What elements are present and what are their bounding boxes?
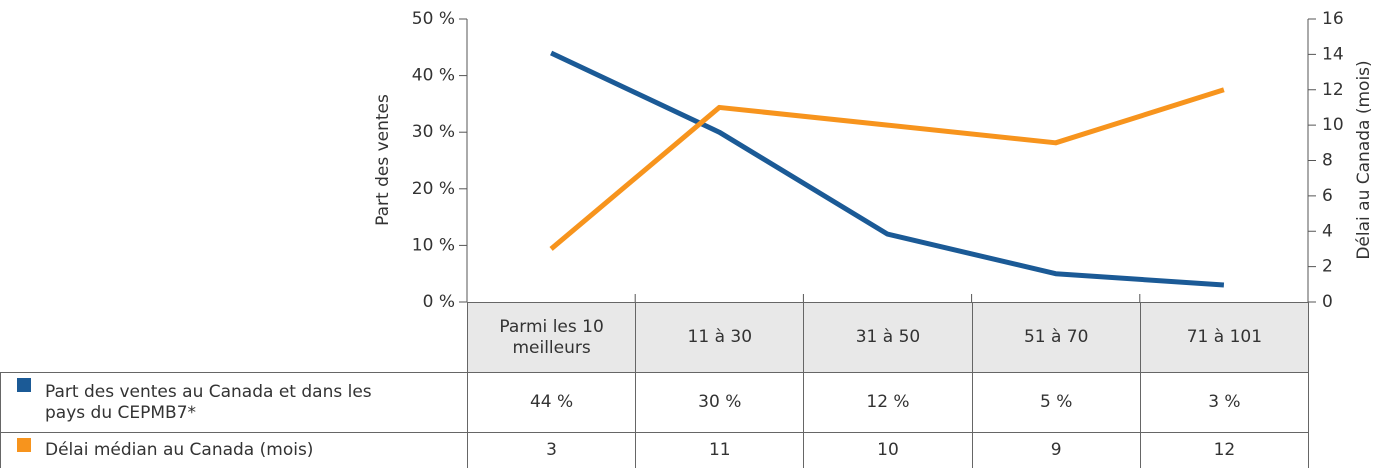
- y2-tick-label: 0: [1322, 292, 1333, 312]
- value-cell: 9: [971, 432, 1141, 468]
- y-tick-label: 50 %: [412, 9, 455, 29]
- category-cell: 51 à 70: [971, 302, 1141, 373]
- value-cell: 12: [1139, 432, 1309, 468]
- value-cell: 12 %: [803, 372, 973, 433]
- y-tick-label: 40 %: [412, 66, 455, 86]
- series-line: [550, 50, 1225, 288]
- y2-axis-label: Délai au Canada (mois): [1354, 60, 1374, 259]
- value-cell: 44 %: [467, 372, 637, 433]
- value-cell: 3: [467, 432, 637, 468]
- legend-cell: Délai médian au Canada (mois): [0, 432, 468, 468]
- y2-tick-label: 6: [1322, 186, 1333, 206]
- legend-label: Délai médian au Canada (mois): [45, 440, 314, 460]
- y-axis-label: Part des ventes: [373, 94, 393, 226]
- y-tick-label: 20 %: [412, 179, 455, 199]
- category-cell: 11 à 30: [635, 302, 805, 373]
- y-tick-label: 10 %: [412, 235, 455, 255]
- legend-swatch: [17, 378, 31, 392]
- y2-tick-label: 16: [1322, 9, 1344, 29]
- y2-tick-label: 12: [1322, 80, 1344, 100]
- category-cell: 71 à 101: [1139, 302, 1309, 373]
- value-cell: 30 %: [635, 372, 805, 433]
- y2-tick-label: 4: [1322, 221, 1333, 241]
- value-cell: 10: [803, 432, 973, 468]
- y-tick-label: 30 %: [412, 122, 455, 142]
- value-cell: 5 %: [971, 372, 1141, 433]
- y-tick-label: 0 %: [423, 292, 455, 312]
- legend-cell: Part des ventes au Canada et dans les pa…: [0, 372, 468, 433]
- legend-label: Part des ventes au Canada et dans les pa…: [45, 381, 372, 423]
- y2-tick-label: 14: [1322, 44, 1344, 64]
- series-line: [549, 87, 1225, 251]
- category-cell: 31 à 50: [803, 302, 973, 373]
- value-cell: 11: [635, 432, 805, 468]
- y2-tick-label: 8: [1322, 151, 1333, 171]
- y2-tick-label: 10: [1322, 115, 1344, 135]
- value-cell: 3 %: [1139, 372, 1309, 433]
- y2-tick-label: 2: [1322, 257, 1333, 277]
- legend-swatch: [17, 438, 31, 452]
- category-cell: Parmi les 10 meilleurs: [467, 302, 637, 373]
